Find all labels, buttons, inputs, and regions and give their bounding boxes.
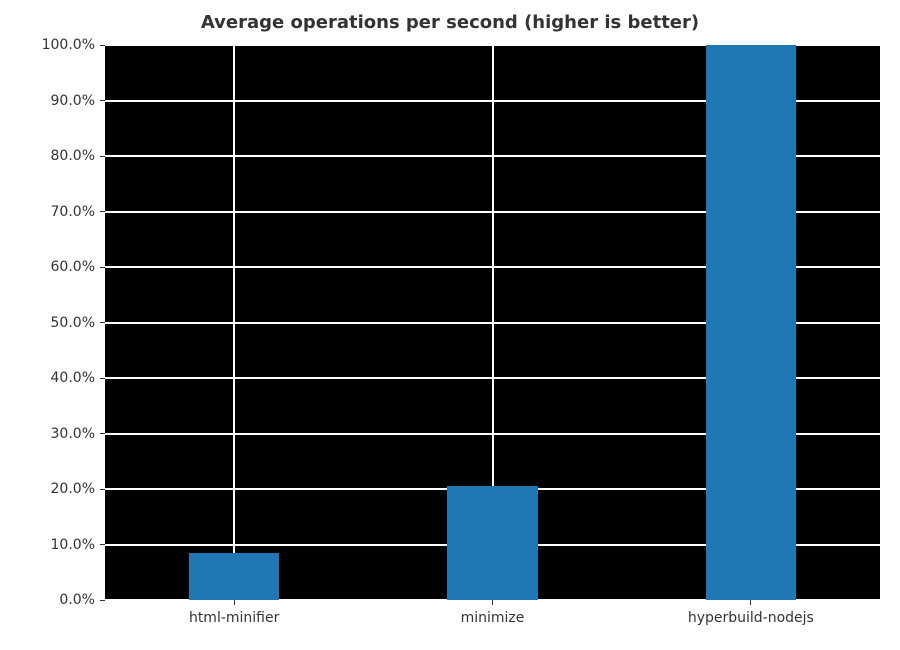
y-tick-label: 40.0% xyxy=(51,370,95,386)
y-tick-label: 50.0% xyxy=(51,315,95,331)
y-tick-mark xyxy=(100,489,105,490)
y-tick-mark xyxy=(100,45,105,46)
plot-area: 0.0%10.0%20.0%30.0%40.0%50.0%60.0%70.0%8… xyxy=(105,45,880,600)
bar xyxy=(706,45,796,600)
y-tick-label: 30.0% xyxy=(51,426,95,442)
y-tick-label: 70.0% xyxy=(51,204,95,220)
x-tick-mark xyxy=(234,600,235,605)
y-tick-label: 0.0% xyxy=(59,592,95,608)
y-tick-mark xyxy=(100,600,105,601)
x-tick-label: html-minifier xyxy=(189,610,279,626)
y-tick-label: 60.0% xyxy=(51,259,95,275)
chart-title: Average operations per second (higher is… xyxy=(0,12,900,33)
bar xyxy=(189,553,279,600)
y-tick-mark xyxy=(100,544,105,545)
y-tick-mark xyxy=(100,378,105,379)
ops-per-second-chart: Average operations per second (higher is… xyxy=(0,0,900,650)
x-tick-label: hyperbuild-nodejs xyxy=(688,610,814,626)
y-tick-mark xyxy=(100,211,105,212)
x-tick-mark xyxy=(750,600,751,605)
gridline-vertical xyxy=(233,45,235,600)
y-tick-label: 100.0% xyxy=(42,37,95,53)
y-tick-label: 10.0% xyxy=(51,537,95,553)
y-tick-mark xyxy=(100,433,105,434)
y-tick-mark xyxy=(100,322,105,323)
bar xyxy=(447,486,537,600)
x-tick-mark xyxy=(492,600,493,605)
x-tick-label: minimize xyxy=(461,610,525,626)
y-tick-label: 20.0% xyxy=(51,481,95,497)
y-tick-label: 90.0% xyxy=(51,93,95,109)
y-tick-mark xyxy=(100,267,105,268)
y-tick-label: 80.0% xyxy=(51,148,95,164)
y-tick-mark xyxy=(100,156,105,157)
y-tick-mark xyxy=(100,100,105,101)
